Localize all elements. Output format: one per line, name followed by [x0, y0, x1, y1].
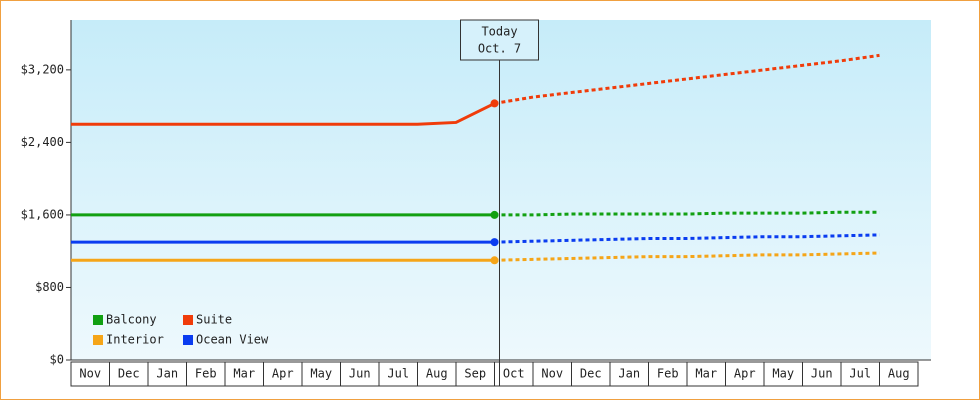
point [490, 99, 499, 108]
x-tick-label: Jul [387, 367, 409, 381]
x-tick-label: Feb [657, 367, 679, 381]
plot-area [71, 20, 931, 360]
today-label: Today [481, 25, 517, 39]
x-tick-label: Aug [426, 367, 448, 381]
legend-label: Balcony [106, 313, 157, 327]
x-tick-label: Apr [734, 367, 756, 381]
point [490, 256, 499, 265]
legend-swatch [183, 315, 193, 325]
x-tick-label: May [772, 367, 794, 381]
y-tick-label: $1,600 [21, 207, 64, 221]
legend-label: Suite [196, 313, 232, 327]
x-tick-label: Nov [79, 367, 101, 381]
today-box [460, 19, 539, 61]
forecast-line [494, 210, 880, 217]
legend-swatch [93, 315, 103, 325]
x-tick-label: Dec [580, 367, 602, 381]
forecast-line [494, 233, 880, 244]
x-tick-label: Oct [503, 367, 525, 381]
legend-swatch [183, 335, 193, 345]
y-tick-label: $2,400 [21, 135, 64, 149]
x-tick-label: Feb [195, 367, 217, 381]
x-tick-label: Apr [272, 367, 294, 381]
legend-swatch [93, 335, 103, 345]
x-tick-label: Sep [464, 367, 486, 381]
x-tick-label: May [310, 367, 332, 381]
legend-label: Interior [106, 333, 164, 347]
point [490, 210, 499, 219]
forecast-line [494, 251, 880, 262]
x-tick-label: Aug [888, 367, 910, 381]
x-tick-label: Jun [349, 367, 371, 381]
x-tick-label: Jul [849, 367, 871, 381]
y-tick-label: $800 [35, 280, 64, 294]
forecast-line [494, 53, 880, 105]
today-label: Oct. 7 [478, 42, 521, 56]
x-tick-label: Jun [811, 367, 833, 381]
point [490, 238, 499, 247]
x-tick-label: Nov [541, 367, 563, 381]
y-tick-label: $0 [50, 353, 64, 367]
x-tick-label: Dec [118, 367, 140, 381]
x-tick-label: Mar [695, 367, 717, 381]
legend-label: Ocean View [196, 333, 269, 347]
x-tick-label: Mar [233, 367, 255, 381]
x-tick-label: Jan [156, 367, 178, 381]
x-tick-label: Jan [618, 367, 640, 381]
y-tick-label: $3,200 [21, 62, 64, 76]
history-line [71, 102, 496, 126]
